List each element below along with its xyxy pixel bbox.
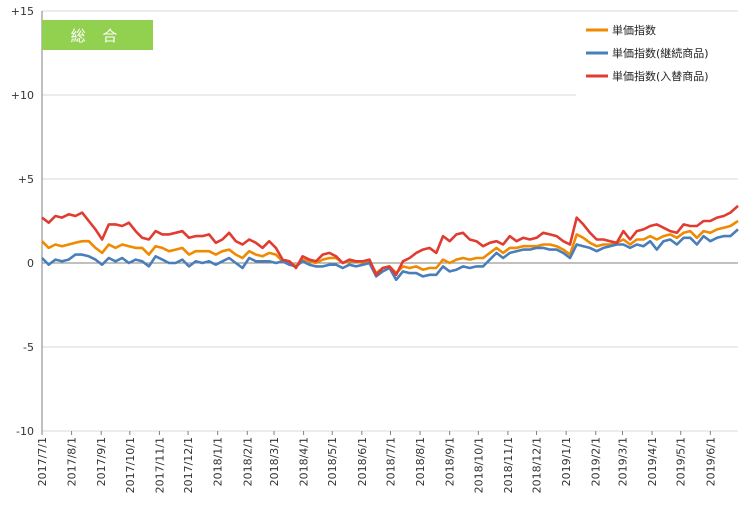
legend-label: 単価指数 [612, 23, 656, 37]
legend-label: 単価指数(継続商品) [612, 46, 709, 60]
x-tick-label: 2017/11/1 [153, 437, 166, 493]
x-tick-label: 2018/1/1 [212, 437, 225, 486]
x-tick-label: 2017/9/1 [95, 437, 108, 486]
y-tick-label: -5 [23, 341, 34, 354]
x-tick-label: 2017/7/1 [36, 437, 49, 486]
x-tick-label: 2018/6/1 [356, 437, 369, 486]
y-tick-label: +10 [11, 89, 34, 102]
y-tick-label: +5 [18, 173, 34, 186]
x-tick-label: 2019/1/1 [560, 437, 573, 486]
x-tick-label: 2018/9/1 [444, 437, 457, 486]
y-axis-ticks: +15 +10 +5 0 -5 -10 [11, 5, 34, 438]
x-tick-label: 2018/2/1 [241, 437, 254, 486]
y-tick-label: 0 [27, 257, 34, 270]
x-tick-label: 2018/5/1 [326, 437, 339, 486]
x-tick-label: 2018/8/1 [414, 437, 427, 486]
x-tick-label: 2019/5/1 [675, 437, 688, 486]
badge-background [42, 20, 153, 50]
x-tick-label: 2018/7/1 [384, 437, 397, 486]
legend-label: 単価指数(入替商品) [612, 69, 709, 83]
x-tick-label: 2019/2/1 [590, 437, 603, 486]
x-tick-label: 2018/12/1 [531, 437, 544, 493]
y-tick-label: -10 [16, 425, 34, 438]
x-tick-label: 2018/4/1 [298, 437, 311, 486]
x-tick-label: 2018/3/1 [268, 437, 281, 486]
x-axis-ticks: 2017/7/1 2017/8/1 2017/9/1 2017/10/1 2017/11… [36, 431, 717, 493]
x-tick-label: 2019/3/1 [616, 437, 629, 486]
x-tick-label: 2018/10/1 [472, 437, 485, 493]
chart-badge: 総 合 [42, 20, 153, 50]
x-tick-label: 2019/4/1 [646, 437, 659, 486]
badge-label: 総 合 [71, 27, 124, 45]
x-tick-label: 2017/12/1 [182, 437, 195, 493]
x-tick-label: 2019/6/1 [704, 437, 717, 486]
y-tick-label: +15 [11, 5, 34, 18]
x-tick-label: 2017/8/1 [66, 437, 79, 486]
series-line-3 [41, 204, 739, 277]
x-tick-label: 2017/10/1 [124, 437, 137, 493]
series-lines [41, 204, 739, 282]
x-tick-label: 2018/11/1 [502, 437, 515, 493]
